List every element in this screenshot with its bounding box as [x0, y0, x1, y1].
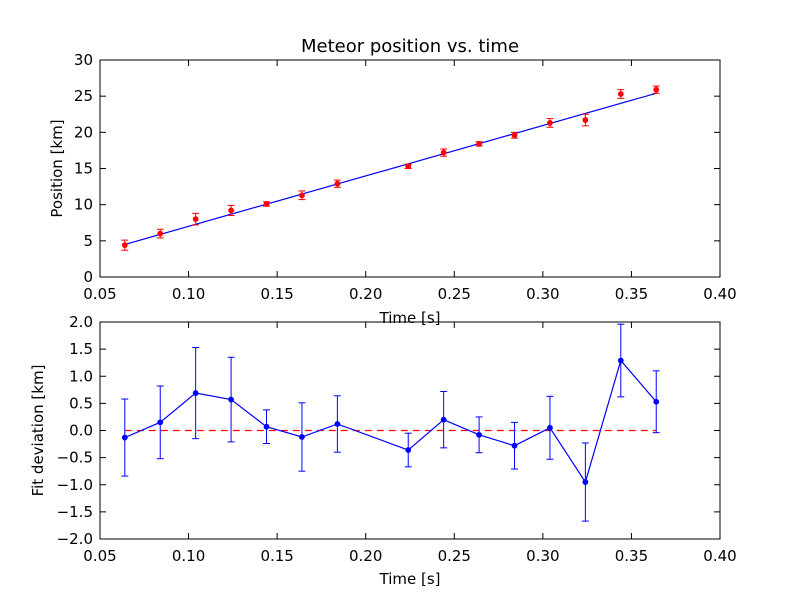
deviation-point [228, 396, 234, 403]
position-plot-marks [121, 85, 660, 251]
deviation-plot-ytick-label: 1.0 [69, 367, 93, 385]
deviation-plot-ytick-label: −0.5 [57, 449, 93, 467]
position-plot-xtick-label: 0.40 [703, 285, 736, 303]
fit-line [124, 92, 657, 246]
position-point [157, 230, 164, 237]
position-plot-xtick-label: 0.30 [526, 285, 559, 303]
position-plot-title: Meteor position vs. time [301, 36, 519, 57]
deviation-plot-frame [99, 321, 721, 540]
deviation-plot-ticks: 0.05 0.10 0.15 0.20 0.25 0.30 0.35 0.40 2.0 1.5 1.… [57, 313, 737, 565]
position-point [476, 141, 482, 147]
deviation-plot-ytick-label: −1.0 [57, 476, 93, 494]
deviation-point [476, 431, 482, 438]
deviation-plot-xtick-label: 0.35 [615, 547, 648, 565]
deviation-point [440, 416, 447, 423]
deviation-plot-ytick-label: −2.0 [57, 530, 93, 548]
position-plot-xtick-label: 0.05 [83, 285, 116, 303]
deviation-point [157, 419, 164, 426]
position-point [192, 216, 199, 223]
deviation-plot-marks [121, 323, 660, 522]
deviation-point [653, 398, 660, 405]
deviation-point [617, 357, 624, 364]
deviation-plot-xtick-label: 0.40 [703, 547, 736, 565]
deviation-plot-xtick-label: 0.15 [260, 547, 293, 565]
deviation-point [263, 423, 270, 430]
position-plot-ytick-label: 0 [83, 268, 93, 286]
deviation-point [511, 442, 518, 449]
position-point [299, 192, 305, 199]
position-plot-ytick-label: 20 [74, 123, 93, 141]
position-plot-xtick-label: 0.35 [615, 285, 648, 303]
position-point [263, 201, 270, 207]
position-point [547, 120, 553, 126]
deviation-plot-xtick-label: 0.10 [172, 547, 205, 565]
position-plot-xtick-label: 0.15 [260, 285, 293, 303]
position-plot-xtick-label: 0.20 [349, 285, 382, 303]
deviation-point [582, 479, 589, 485]
position-point [617, 91, 624, 97]
deviation-point [192, 390, 199, 396]
position-plot-xtick-label: 0.25 [438, 285, 471, 303]
position-point [511, 132, 518, 139]
position-point [121, 242, 128, 249]
position-plot-frame [99, 59, 721, 278]
position-point [582, 117, 589, 123]
position-plot-ytick-label: 30 [74, 51, 93, 69]
position-plot-ytick-label: 25 [74, 87, 93, 105]
position-point [653, 86, 660, 93]
position-plot-xtick-label: 0.10 [172, 285, 205, 303]
deviation-point [547, 424, 553, 431]
position-point [405, 163, 412, 170]
deviation-plot-xlabel: Time [s] [379, 570, 441, 588]
deviation-point [334, 421, 341, 427]
position-plot-ytick-label: 15 [74, 160, 93, 178]
position-plot-ytick-label: 5 [83, 232, 93, 250]
position-point [334, 180, 341, 187]
deviation-plot-ytick-label: 2.0 [69, 313, 93, 331]
position-point [440, 149, 447, 156]
deviation-plot-xtick-label: 0.05 [83, 547, 116, 565]
position-plot-ytick-label: 10 [74, 196, 93, 214]
deviation-point [121, 434, 128, 441]
deviation-plot-ylabel: Fit deviation [km] [29, 365, 47, 497]
deviation-point [299, 434, 305, 440]
deviation-plot-ytick-label: 0.0 [69, 422, 93, 440]
deviation-plot-xtick-label: 0.20 [349, 547, 382, 565]
deviation-plot-xtick-label: 0.30 [526, 547, 559, 565]
deviation-plot-xtick-label: 0.25 [438, 547, 471, 565]
deviation-plot: 0.05 0.10 0.15 0.20 0.25 0.30 0.35 0.40 2.0 1.5 1.… [29, 313, 737, 588]
deviation-point [405, 447, 412, 453]
position-plot-xlabel: Time [s] [379, 309, 441, 327]
position-plot-ticks: 0.05 0.10 0.15 0.20 0.25 0.30 0.35 0.40 0 5 10 15 20… [74, 51, 737, 303]
deviation-plot-ytick-label: 0.5 [69, 394, 93, 412]
deviation-plot-ytick-label: 1.5 [69, 340, 93, 358]
position-plot-ylabel: Position [km] [48, 119, 66, 217]
deviation-plot-ytick-label: −1.5 [57, 503, 93, 521]
position-point [228, 207, 234, 214]
